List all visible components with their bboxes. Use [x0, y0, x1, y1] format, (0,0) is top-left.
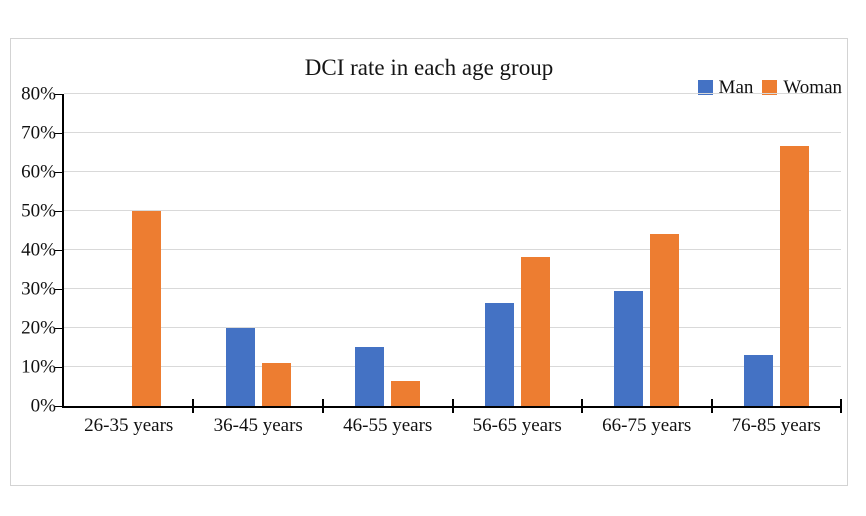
bar-man [743, 355, 773, 406]
bar-woman [261, 362, 291, 406]
gridline [64, 327, 841, 328]
gridline [64, 249, 841, 250]
bar-group [194, 94, 324, 406]
x-axis-category-label: 46-55 years [343, 415, 433, 436]
bar-group [323, 94, 453, 406]
y-axis-tick-label: 30% [21, 278, 56, 300]
bar-woman [391, 380, 421, 406]
plot-area [55, 93, 842, 413]
y-axis-tick-label: 70% [21, 122, 56, 144]
y-axis-tick [55, 171, 62, 173]
legend-item-man: Man [697, 77, 754, 98]
x-axis-tick [192, 399, 195, 413]
bar-group [582, 94, 712, 406]
bar-woman [520, 257, 550, 406]
x-axis-tick [321, 399, 324, 413]
bar-man [484, 303, 514, 406]
bar-man [614, 291, 644, 406]
bar-man [225, 328, 255, 406]
y-axis-tick [55, 132, 62, 134]
gridline [64, 171, 841, 172]
x-axis-tick [580, 399, 583, 413]
y-axis-tick [55, 249, 62, 251]
bar-group [64, 94, 194, 406]
bar-woman [650, 234, 680, 406]
bar-group [453, 94, 583, 406]
bar-woman [132, 211, 162, 406]
gridline [64, 93, 841, 94]
x-axis-category-label: 66-75 years [602, 415, 692, 436]
gridline [64, 132, 841, 133]
y-axis-tick-label: 20% [21, 317, 56, 339]
legend: Man Woman [697, 77, 842, 98]
y-axis-tick-label: 40% [21, 239, 56, 261]
x-axis-category-label: 56-65 years [472, 415, 562, 436]
y-axis-tick [55, 288, 62, 290]
legend-item-woman: Woman [762, 78, 842, 97]
chart-title: DCI rate in each age group [304, 55, 554, 80]
x-axis-category-label: 76-85 years [731, 415, 821, 436]
x-axis-category-label: 36-45 years [213, 415, 303, 436]
y-axis-tick-label: 80% [21, 83, 56, 105]
x-axis-labels: 26-35 years 36-45 years 46-55 years 56-65 y… [64, 415, 841, 437]
y-axis-labels: 0% 10% 20% 30% 40% 50% 60% 70% 80% [11, 85, 56, 416]
y-axis-tick [55, 366, 62, 368]
legend-label: Man [718, 77, 754, 98]
gridline [64, 288, 841, 289]
y-axis-tick-label: 10% [21, 356, 56, 378]
y-axis-tick [55, 405, 62, 407]
y-axis-tick [55, 93, 62, 95]
x-axis-tick [710, 399, 713, 413]
gridline [64, 210, 841, 211]
x-axis-tick [840, 399, 842, 413]
y-axis-line [62, 94, 64, 406]
bars-container [64, 94, 841, 406]
y-axis-tick [55, 327, 62, 329]
y-axis-tick-label: 0% [30, 395, 56, 417]
y-axis-tick-label: 60% [21, 161, 56, 183]
bar-group [712, 94, 842, 406]
y-axis-tick-label: 50% [21, 200, 56, 222]
chart-frame: DCI rate in each age group Man Woman 0% 10… [10, 38, 848, 486]
bar-man [355, 346, 385, 406]
gridline [64, 366, 841, 367]
y-axis-tick [55, 210, 62, 212]
x-axis-category-label: 26-35 years [84, 415, 174, 436]
legend-swatch-icon [697, 80, 713, 95]
bar-woman [779, 145, 809, 406]
legend-label: Woman [783, 77, 842, 98]
x-axis-tick [451, 399, 454, 413]
legend-swatch-icon [762, 80, 778, 95]
